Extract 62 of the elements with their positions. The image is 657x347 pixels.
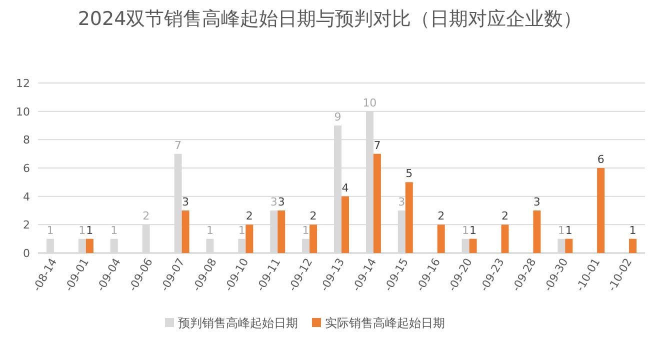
data-label: 3 — [182, 196, 190, 208]
bar — [278, 210, 286, 253]
y-tick-label: 12 — [16, 77, 30, 90]
data-label: 3 — [533, 196, 540, 208]
data-label: 1 — [206, 224, 214, 237]
data-label: 7 — [174, 138, 182, 152]
data-label: 10 — [362, 96, 377, 110]
bar — [373, 154, 381, 253]
bar — [182, 210, 190, 253]
bar — [437, 224, 445, 253]
legend-label: 实际销售高峰起始日期 — [325, 316, 445, 330]
data-label: 1 — [629, 224, 636, 237]
data-label: 1 — [238, 224, 246, 237]
bar — [238, 238, 246, 253]
data-label: 1 — [462, 224, 470, 237]
bar — [78, 238, 86, 253]
bar — [46, 238, 54, 253]
data-label: 2 — [501, 210, 508, 223]
bar — [206, 238, 214, 253]
data-label: 1 — [565, 224, 572, 237]
bar — [533, 210, 541, 253]
data-label: 4 — [342, 181, 349, 194]
y-tick-label: 2 — [23, 218, 30, 232]
data-label: 3 — [270, 196, 278, 208]
data-label: 1 — [86, 224, 94, 237]
y-tick-label: 0 — [23, 247, 30, 260]
data-label: 2 — [310, 210, 317, 223]
y-tick-label: 8 — [23, 134, 30, 147]
y-tick-label: 6 — [23, 162, 30, 175]
bar — [302, 238, 310, 253]
y-tick-label: 4 — [23, 190, 30, 204]
data-label: 6 — [597, 153, 604, 166]
bar — [469, 238, 477, 253]
bar — [558, 238, 566, 253]
data-label: 7 — [374, 138, 381, 152]
data-label: 2 — [142, 210, 150, 223]
bar — [310, 224, 318, 253]
data-label: 2 — [438, 210, 445, 223]
bar — [462, 238, 470, 253]
data-label: 3 — [398, 196, 406, 208]
data-label: 1 — [558, 224, 565, 237]
chart-title: 2024双节销售高峰起始日期与预判对比（日期对应企业数） — [76, 7, 584, 32]
data-label: 2 — [246, 210, 253, 223]
bar — [565, 238, 573, 253]
data-label: 3 — [278, 196, 285, 208]
bar — [597, 168, 605, 253]
data-label: 1 — [78, 224, 86, 237]
data-label: 1 — [470, 224, 477, 237]
bar — [110, 238, 118, 253]
bar — [342, 196, 349, 253]
data-label: 1 — [46, 224, 54, 237]
bar — [629, 238, 637, 253]
data-label: 1 — [110, 224, 118, 237]
bar — [501, 224, 509, 253]
y-tick-label: 10 — [16, 105, 30, 118]
legend-label: 预判销售高峰起始日期 — [178, 316, 298, 330]
bar — [246, 224, 254, 253]
bar — [405, 182, 413, 253]
data-label: 1 — [302, 224, 310, 237]
data-label: 9 — [334, 110, 342, 124]
data-label: 5 — [406, 167, 413, 180]
bar — [86, 238, 94, 253]
